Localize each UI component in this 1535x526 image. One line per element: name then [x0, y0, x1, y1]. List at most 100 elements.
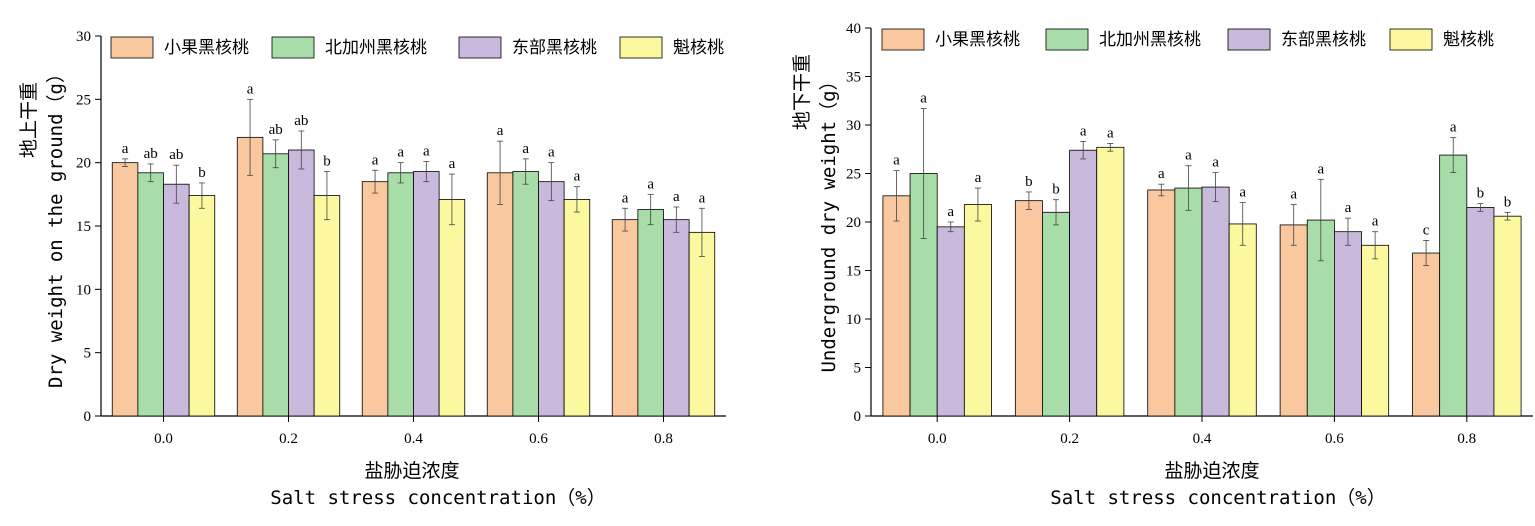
bar: [163, 183, 190, 417]
legend-swatch: [1227, 28, 1271, 51]
bar: [563, 198, 591, 417]
significance-label: ab: [294, 113, 308, 129]
y-tick-label: 20: [846, 215, 861, 231]
legend-label: 东部黑核桃: [512, 38, 597, 58]
y-tick-label: 20: [76, 156, 91, 172]
significance-label: a: [449, 156, 456, 172]
significance-label: a: [893, 153, 900, 169]
y-tick-label: 40: [846, 21, 861, 37]
bar: [1096, 146, 1125, 417]
significance-label: ab: [269, 122, 283, 138]
bar: [936, 226, 965, 417]
significance-label: b: [1052, 182, 1060, 198]
y-tick-label: 15: [846, 264, 861, 280]
y-tick-label: 30: [76, 29, 91, 45]
bar: [1279, 224, 1308, 417]
legend-swatch: [110, 36, 154, 59]
y-tick-label: 0: [84, 409, 92, 425]
bar: [313, 195, 341, 417]
y-axis-title-en: Underground dry weight（g）: [818, 71, 840, 372]
x-tick-label: 0.8: [1457, 431, 1476, 447]
legend-swatch: [881, 28, 925, 51]
significance-label: a: [522, 141, 529, 157]
significance-label: a: [1107, 125, 1114, 141]
bar: [288, 149, 315, 417]
significance-label: a: [1185, 148, 1192, 164]
bar: [1174, 187, 1203, 417]
y-axis-title-en: Dry weight on the ground（g）: [45, 64, 67, 388]
significance-label: a: [1345, 200, 1352, 216]
bar: [538, 181, 565, 417]
significance-label: a: [1450, 120, 1457, 136]
significance-label: a: [699, 190, 706, 206]
significance-label: a: [975, 170, 982, 186]
significance-label: a: [920, 91, 927, 107]
significance-label: b: [1477, 186, 1485, 202]
legend-label: 小果黑核桃: [164, 38, 249, 58]
bar: [1069, 149, 1098, 417]
y-tick-label: 25: [76, 92, 91, 108]
bar: [1228, 223, 1257, 417]
significance-label: b: [1504, 194, 1512, 210]
significance-label: a: [497, 123, 504, 139]
legend-label: 小果黑核桃: [935, 30, 1020, 50]
y-axis-title: 地下干重 Underground dry weight（g）: [791, 54, 840, 373]
bar: [486, 172, 514, 417]
bar: [236, 136, 264, 417]
significance-label: a: [372, 152, 379, 168]
significance-label: ab: [169, 147, 183, 163]
significance-label: a: [397, 145, 404, 161]
bar: [361, 181, 389, 417]
x-tick-label: 0.4: [404, 431, 423, 447]
significance-label: a: [622, 190, 629, 206]
significance-label: ab: [144, 146, 158, 162]
bar: [663, 219, 690, 417]
legend-label: 东部黑核桃: [1281, 30, 1366, 50]
significance-label: a: [247, 81, 254, 97]
significance-label: a: [1158, 166, 1165, 182]
bar: [1147, 189, 1176, 417]
y-tick-label: 0: [854, 409, 862, 425]
significance-label: a: [122, 141, 129, 157]
y-tick-label: 35: [846, 70, 861, 86]
bar: [688, 231, 716, 417]
legend-label: 魁核桃: [1443, 30, 1494, 50]
bar: [137, 172, 164, 417]
x-tick-label: 0.0: [154, 431, 173, 447]
significance-label: a: [647, 176, 654, 192]
legend-swatch: [1389, 28, 1433, 51]
significance-label: a: [1212, 155, 1219, 171]
significance-label: a: [1317, 161, 1324, 177]
bar: [413, 171, 440, 417]
x-tick-label: 0.8: [654, 431, 673, 447]
legend-swatch: [1045, 28, 1089, 51]
significance-label: c: [1423, 222, 1430, 238]
x-axis-title-cn: 盐胁迫浓度: [1164, 460, 1259, 482]
bar: [637, 209, 664, 417]
legend-swatch: [458, 36, 502, 59]
x-tick-label: 0.2: [1060, 431, 1079, 447]
x-tick-label: 0.6: [1325, 431, 1344, 447]
bar: [611, 219, 639, 417]
y-axis-title-cn: 地上干重: [18, 82, 40, 158]
legend-label: 北加州黑核桃: [1099, 30, 1201, 50]
bar: [1493, 215, 1522, 417]
legend-label: 北加州黑核桃: [325, 38, 427, 58]
bar: [1014, 200, 1043, 417]
y-axis-title-cn: 地下干重: [791, 54, 813, 130]
bar: [512, 171, 539, 417]
significance-label: a: [548, 145, 555, 161]
x-tick-label: 0.6: [529, 431, 548, 447]
chart-underground-dry-weight: 0 5 10 15 20 25 30 35 40 0.0 a a a a 0.2 b b a a 0.4 a a a a 0.6…: [791, 21, 1533, 509]
x-tick-label: 0.2: [279, 431, 298, 447]
x-tick-label: 0.0: [928, 431, 947, 447]
bar: [1334, 231, 1362, 417]
significance-label: a: [423, 143, 430, 159]
y-tick-label: 30: [846, 118, 861, 134]
y-axis-title: 地上干重 Dry weight on the ground（g）: [18, 64, 67, 388]
significance-label: b: [323, 154, 331, 170]
significance-label: a: [574, 169, 581, 185]
y-tick-label: 5: [84, 346, 92, 362]
y-tick-label: 5: [854, 361, 862, 377]
